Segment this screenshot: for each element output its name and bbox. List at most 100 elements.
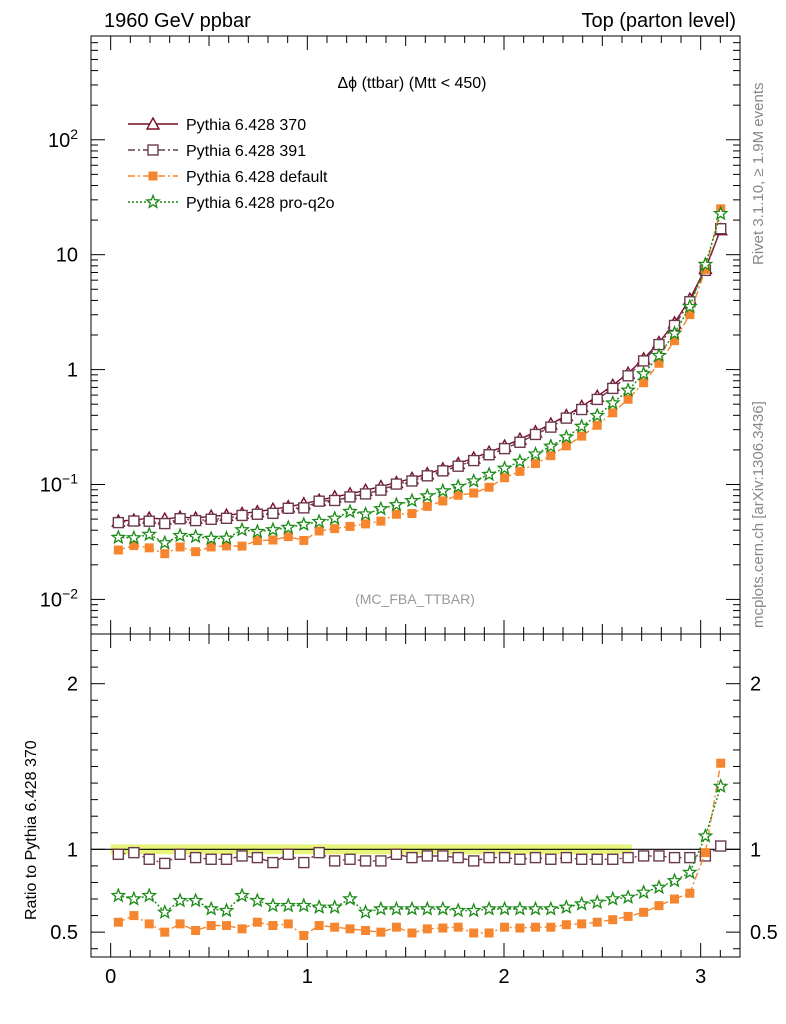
main-point (453, 490, 463, 500)
ratio-line (118, 845, 722, 865)
ratio-plot-frame (90, 633, 741, 958)
header-left: 1960 GeV ppbar (104, 10, 251, 32)
main-line (118, 213, 722, 544)
main-point (682, 298, 698, 314)
ratio-point (222, 921, 232, 931)
main-point (573, 418, 590, 434)
ratio-point (264, 897, 281, 913)
main-point (542, 438, 559, 454)
main-point (390, 478, 403, 490)
main-point (311, 513, 328, 529)
ratio-point (514, 853, 526, 865)
legend: Pythia 6.428 370 Pythia 6.428 391 Pythia 6… (128, 116, 335, 212)
main-point (498, 442, 511, 455)
main-point (407, 509, 417, 519)
main-series (110, 205, 729, 550)
main-point (481, 466, 497, 482)
main-point (160, 549, 170, 559)
ratio-point (529, 851, 542, 864)
ratio-point (113, 917, 123, 927)
ratio-point (252, 917, 262, 927)
main-point (330, 524, 340, 534)
ratio-point (156, 904, 173, 919)
main-point (604, 394, 621, 410)
ratio-point (298, 856, 310, 869)
ratio-point (283, 919, 293, 929)
ratio-point (160, 927, 170, 937)
ratio-point (496, 900, 513, 916)
ratio-point (251, 851, 264, 864)
main-point (326, 510, 343, 526)
y-tick-label: 10 (56, 245, 78, 267)
main-point (345, 521, 355, 531)
main-point (344, 491, 356, 503)
ratio-ylabel: Ratio to Pythia 6.428 370 (23, 740, 40, 920)
ratio-point (684, 851, 696, 864)
ratio-point (237, 924, 247, 934)
main-point (264, 521, 281, 537)
main-point (622, 370, 634, 382)
ratio-point (112, 848, 125, 861)
main-point (313, 495, 325, 507)
x-tick-label: 3 (695, 966, 706, 988)
main-point (359, 488, 372, 500)
ratio-point (249, 892, 266, 908)
ratio-point (391, 922, 401, 932)
main-series (111, 222, 728, 527)
ratio-point (330, 922, 340, 932)
ratio-point (268, 921, 278, 931)
ratio-point (715, 840, 727, 852)
main-point (639, 378, 649, 388)
ratio-point (404, 900, 420, 916)
ratio-point (344, 853, 356, 865)
main-point (249, 523, 266, 539)
ratio-point (299, 930, 309, 940)
ratio-point (542, 900, 559, 916)
ratio-point (468, 855, 480, 867)
main-point (174, 512, 186, 525)
main-point (268, 535, 278, 545)
ratio-point (577, 919, 587, 929)
ratio-point (345, 924, 355, 934)
ratio-point (407, 928, 417, 938)
ratio-point (280, 897, 297, 913)
ratio-point (110, 887, 127, 903)
ratio-point (498, 851, 511, 864)
main-point (620, 381, 636, 398)
main-point (637, 355, 650, 367)
ratio-point (390, 848, 403, 861)
legend-label: Pythia 6.428 370 (186, 117, 306, 134)
main-point (251, 508, 264, 520)
main-point (697, 256, 714, 272)
ratio-point (129, 911, 139, 921)
main-point (434, 482, 451, 498)
ratio-point (668, 851, 681, 864)
main-point (295, 516, 312, 532)
ratio-axes: 0.5 0.5 1 1 2 2 0 1 2 3 (50, 634, 778, 988)
main-title: Δϕ (ttbar) (Mtt < 450) (337, 75, 486, 92)
ratio-point (128, 846, 140, 859)
ratio-series (110, 758, 729, 940)
x-tick-label: 0 (105, 966, 116, 988)
ratio-point (220, 853, 233, 865)
ratio-point (608, 915, 618, 925)
main-point (437, 465, 449, 477)
main-axes: 10−2 10−1 1 10 102 (40, 35, 740, 635)
ratio-point (716, 758, 726, 768)
ratio-point (712, 778, 729, 794)
ratio-point (342, 890, 358, 906)
main-point (575, 403, 588, 416)
ratio-y-tick-label-right: 2 (750, 674, 761, 696)
ratio-series (112, 840, 727, 870)
main-point (511, 453, 528, 469)
ratio-point (573, 895, 590, 911)
main-line (118, 228, 722, 525)
main-point (280, 519, 297, 535)
legend-label: Pythia 6.428 pro-q2o (186, 195, 335, 212)
ratio-point (375, 855, 387, 867)
main-point (527, 445, 544, 461)
main-point (422, 501, 432, 511)
main-point (406, 475, 418, 487)
ratio-point (205, 853, 217, 865)
